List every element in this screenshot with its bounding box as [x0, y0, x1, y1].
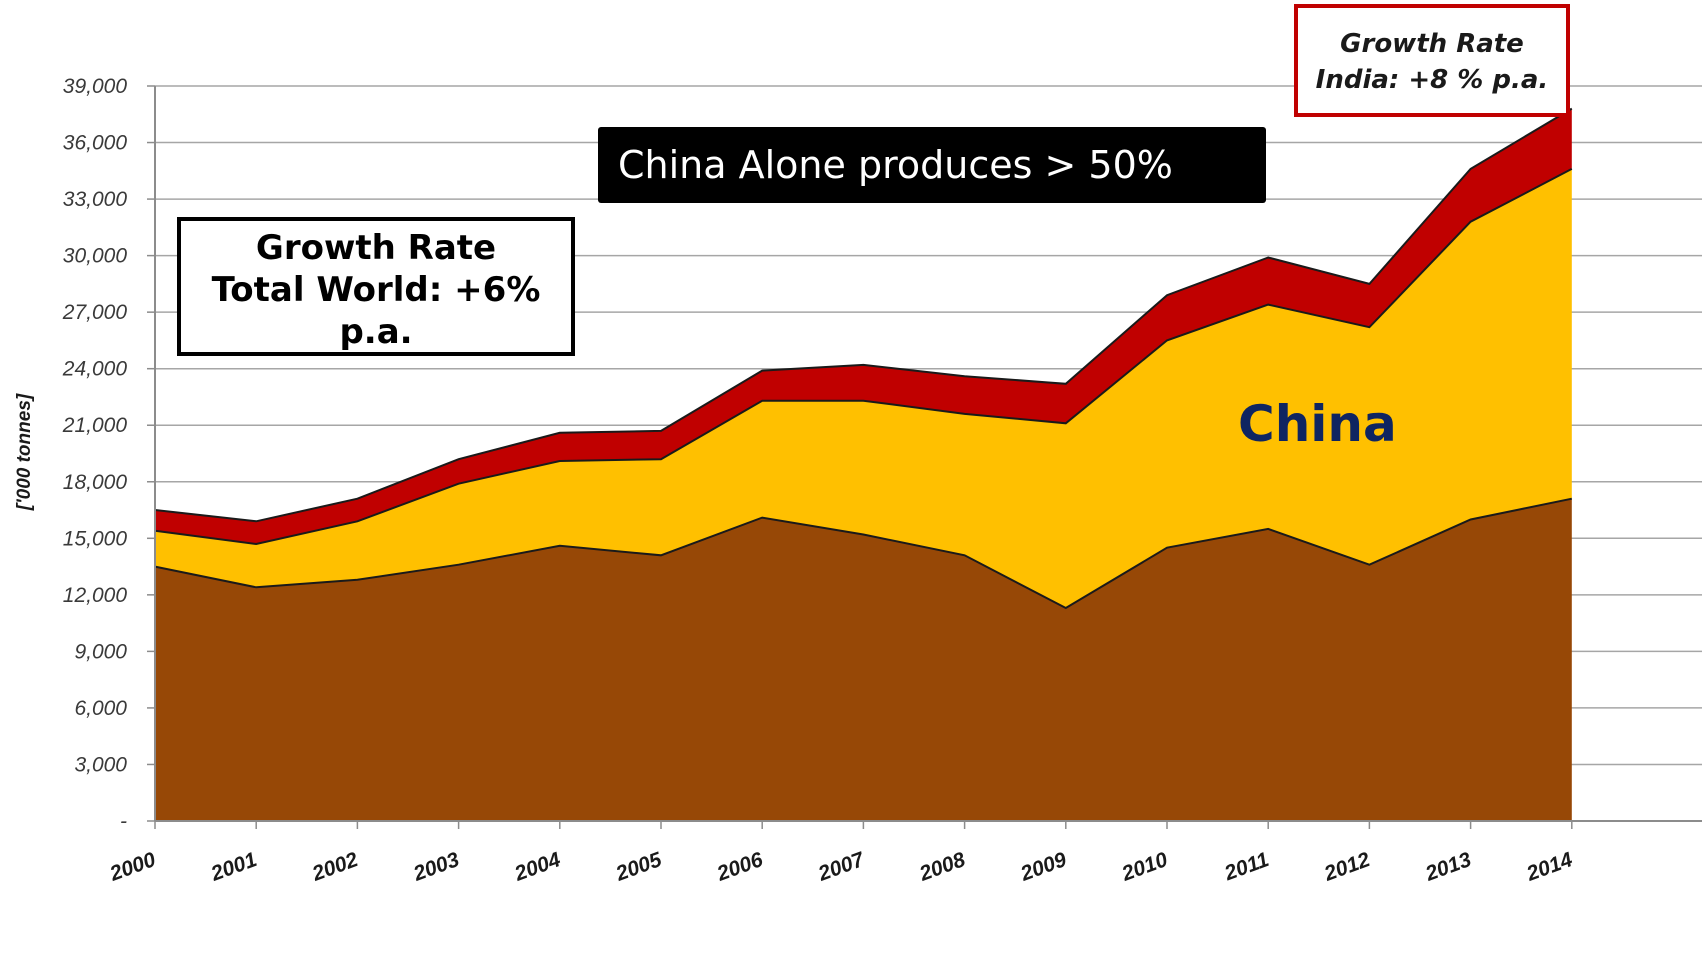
area-top-line — [154, 497, 1573, 610]
y-tick-label: 9,000 — [74, 640, 127, 663]
y-tick-label: 27,000 — [62, 301, 128, 324]
x-tick-label: 2009 — [1017, 848, 1070, 886]
y-axis-label: ['000 tonnes] — [14, 393, 35, 511]
y-tick-label: 24,000 — [62, 358, 128, 381]
area-layers — [155, 108, 1572, 821]
x-tick-label: 2001 — [207, 848, 260, 886]
x-tick-label: 2005 — [612, 848, 665, 886]
area-outlines — [154, 107, 1573, 610]
x-tick-label: 2004 — [511, 848, 564, 886]
y-tick-label: 39,000 — [63, 75, 128, 98]
x-tick-label: 2006 — [713, 848, 766, 886]
x-tick-label: 2008 — [916, 848, 969, 886]
x-tick-label: 2011 — [1221, 848, 1272, 885]
x-tick-label: 2013 — [1422, 848, 1475, 886]
x-tick-label: 2010 — [1118, 848, 1171, 886]
area-top-line — [154, 168, 1573, 546]
area-china-layer — [155, 168, 1572, 608]
world-growth-box: Growth Rate Total World: +6% p.a. — [177, 217, 575, 356]
china-series-label: China — [1238, 395, 1397, 453]
x-tick-label: 2000 — [106, 848, 159, 886]
y-tick-label: 36,000 — [63, 132, 128, 155]
y-tick-label: 33,000 — [63, 188, 128, 211]
y-tick-label: 30,000 — [63, 245, 128, 268]
y-tick-label: 12,000 — [63, 584, 128, 607]
x-axis-ticks: 2000 2001 2002 2003 2004 2005 2006 2007 2008 2009… — [106, 821, 1576, 886]
world-growth-line-3: p.a. — [339, 312, 413, 352]
x-tick-label: 2003 — [410, 848, 463, 886]
india-growth-line-2: India: +8 % p.a. — [1315, 65, 1549, 95]
y-tick-label: 21,000 — [62, 414, 128, 437]
y-tick-label: - — [120, 810, 127, 833]
china-share-text: China Alone produces > 50% — [618, 143, 1173, 187]
y-tick-label: 3,000 — [74, 753, 127, 776]
china-share-banner: China Alone produces > 50% — [598, 127, 1266, 203]
india-growth-box: Growth Rate India: +8 % p.a. — [1294, 4, 1570, 117]
y-tick-label: 18,000 — [63, 471, 128, 494]
x-tick-label: 2002 — [308, 848, 361, 886]
world-growth-line-1: Growth Rate — [255, 228, 497, 268]
world-growth-line-2: Total World: +6% — [211, 270, 541, 310]
x-tick-label: 2007 — [814, 848, 868, 886]
area-base-layer — [155, 498, 1572, 821]
india-growth-line-1: Growth Rate — [1340, 29, 1524, 59]
axes — [154, 86, 1702, 822]
y-axis-ticks: - 3,000 6,000 9,000 12,000 15,000 18,000 21,000… — [62, 75, 155, 833]
x-tick-label: 2012 — [1320, 848, 1373, 886]
x-tick-label: 2014 — [1523, 848, 1576, 886]
y-tick-label: 15,000 — [63, 527, 128, 550]
y-tick-label: 6,000 — [74, 697, 127, 720]
area-top-line — [154, 107, 1573, 523]
